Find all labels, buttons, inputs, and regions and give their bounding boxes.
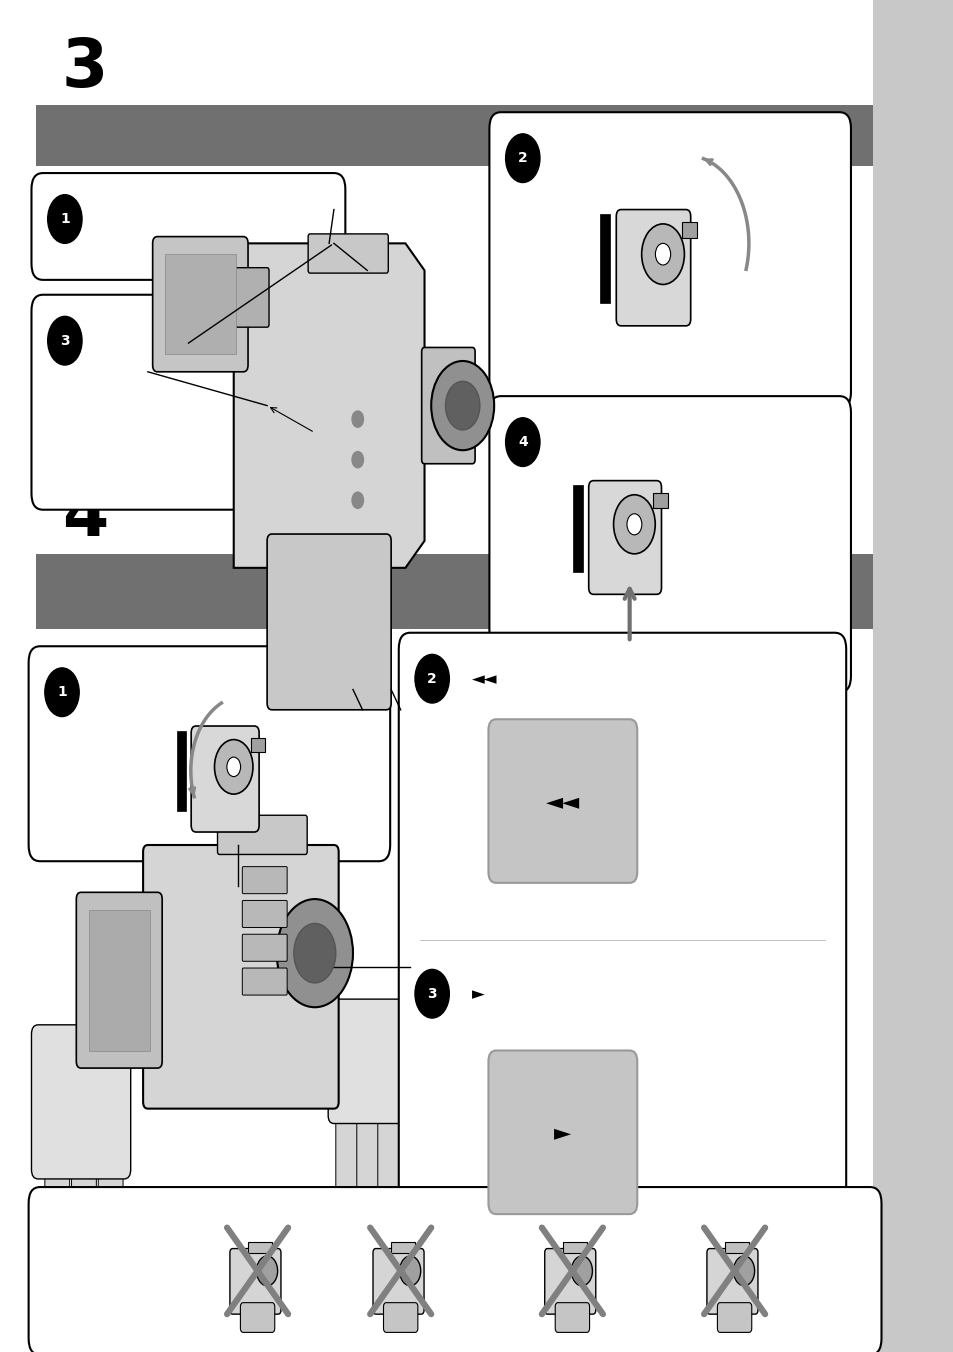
FancyBboxPatch shape — [31, 173, 345, 280]
FancyBboxPatch shape — [544, 1249, 595, 1314]
FancyBboxPatch shape — [421, 347, 475, 464]
FancyBboxPatch shape — [242, 867, 287, 894]
FancyBboxPatch shape — [308, 234, 388, 273]
FancyBboxPatch shape — [29, 1187, 881, 1352]
Text: 3: 3 — [60, 334, 70, 347]
Circle shape — [415, 969, 449, 1018]
Text: 2: 2 — [427, 672, 436, 685]
FancyBboxPatch shape — [489, 396, 850, 692]
FancyBboxPatch shape — [573, 485, 582, 572]
FancyBboxPatch shape — [248, 1242, 272, 1252]
FancyBboxPatch shape — [165, 254, 235, 354]
Circle shape — [256, 1256, 277, 1286]
FancyBboxPatch shape — [488, 719, 637, 883]
Circle shape — [399, 1256, 420, 1286]
FancyBboxPatch shape — [98, 1138, 123, 1282]
FancyBboxPatch shape — [71, 1138, 96, 1282]
Circle shape — [641, 224, 683, 284]
Circle shape — [415, 654, 449, 703]
FancyBboxPatch shape — [555, 1303, 589, 1333]
FancyBboxPatch shape — [36, 554, 872, 629]
Text: 3: 3 — [427, 987, 436, 1000]
Text: 1: 1 — [60, 212, 70, 226]
FancyBboxPatch shape — [31, 295, 345, 510]
FancyBboxPatch shape — [76, 892, 162, 1068]
FancyBboxPatch shape — [267, 534, 391, 710]
FancyBboxPatch shape — [45, 1138, 70, 1282]
FancyBboxPatch shape — [29, 646, 390, 861]
FancyBboxPatch shape — [562, 1242, 586, 1252]
FancyBboxPatch shape — [872, 0, 953, 1352]
Text: 4: 4 — [517, 435, 527, 449]
FancyBboxPatch shape — [217, 815, 307, 854]
FancyBboxPatch shape — [89, 910, 150, 1051]
Circle shape — [276, 899, 353, 1007]
FancyBboxPatch shape — [681, 222, 697, 238]
Text: 2: 2 — [517, 151, 527, 165]
Circle shape — [352, 492, 363, 508]
Text: 1: 1 — [57, 685, 67, 699]
Circle shape — [505, 418, 539, 466]
Circle shape — [626, 514, 641, 535]
Circle shape — [613, 495, 655, 554]
FancyBboxPatch shape — [706, 1249, 757, 1314]
FancyBboxPatch shape — [242, 968, 287, 995]
Circle shape — [571, 1256, 592, 1286]
Text: ►: ► — [472, 984, 484, 1003]
FancyBboxPatch shape — [282, 671, 314, 803]
FancyBboxPatch shape — [391, 1242, 415, 1252]
FancyBboxPatch shape — [152, 237, 248, 372]
FancyBboxPatch shape — [242, 900, 287, 927]
Circle shape — [214, 740, 253, 794]
FancyBboxPatch shape — [652, 492, 667, 508]
FancyBboxPatch shape — [191, 726, 259, 831]
Text: ►: ► — [554, 1124, 571, 1142]
FancyBboxPatch shape — [143, 845, 338, 1109]
FancyBboxPatch shape — [230, 1249, 281, 1314]
Circle shape — [227, 757, 240, 776]
Text: ◄◄: ◄◄ — [472, 669, 497, 688]
Circle shape — [431, 361, 494, 450]
FancyBboxPatch shape — [373, 1249, 423, 1314]
Circle shape — [655, 243, 670, 265]
FancyBboxPatch shape — [588, 481, 660, 595]
Circle shape — [733, 1256, 754, 1286]
FancyBboxPatch shape — [383, 1303, 417, 1333]
FancyBboxPatch shape — [335, 1098, 357, 1228]
FancyBboxPatch shape — [36, 105, 872, 166]
FancyBboxPatch shape — [251, 738, 264, 752]
Circle shape — [48, 195, 82, 243]
FancyBboxPatch shape — [717, 1303, 751, 1333]
FancyBboxPatch shape — [489, 112, 850, 408]
Circle shape — [505, 134, 539, 183]
FancyBboxPatch shape — [616, 210, 690, 326]
Text: 4: 4 — [62, 484, 108, 550]
FancyBboxPatch shape — [377, 1098, 399, 1228]
FancyBboxPatch shape — [488, 1051, 637, 1214]
FancyBboxPatch shape — [398, 633, 845, 1247]
FancyBboxPatch shape — [242, 934, 287, 961]
Circle shape — [294, 923, 335, 983]
FancyBboxPatch shape — [328, 999, 406, 1124]
Circle shape — [48, 316, 82, 365]
FancyBboxPatch shape — [345, 671, 376, 803]
FancyBboxPatch shape — [240, 1303, 274, 1333]
Polygon shape — [233, 243, 424, 568]
FancyBboxPatch shape — [314, 671, 345, 803]
FancyBboxPatch shape — [356, 1098, 378, 1228]
Circle shape — [352, 452, 363, 468]
Circle shape — [352, 411, 363, 427]
Circle shape — [45, 668, 79, 717]
FancyBboxPatch shape — [31, 1025, 131, 1179]
FancyBboxPatch shape — [177, 731, 186, 811]
Text: ◄◄: ◄◄ — [545, 792, 579, 811]
Text: 3: 3 — [62, 35, 108, 101]
FancyBboxPatch shape — [599, 214, 610, 303]
FancyBboxPatch shape — [724, 1242, 748, 1252]
FancyBboxPatch shape — [232, 268, 269, 327]
Circle shape — [445, 381, 479, 430]
